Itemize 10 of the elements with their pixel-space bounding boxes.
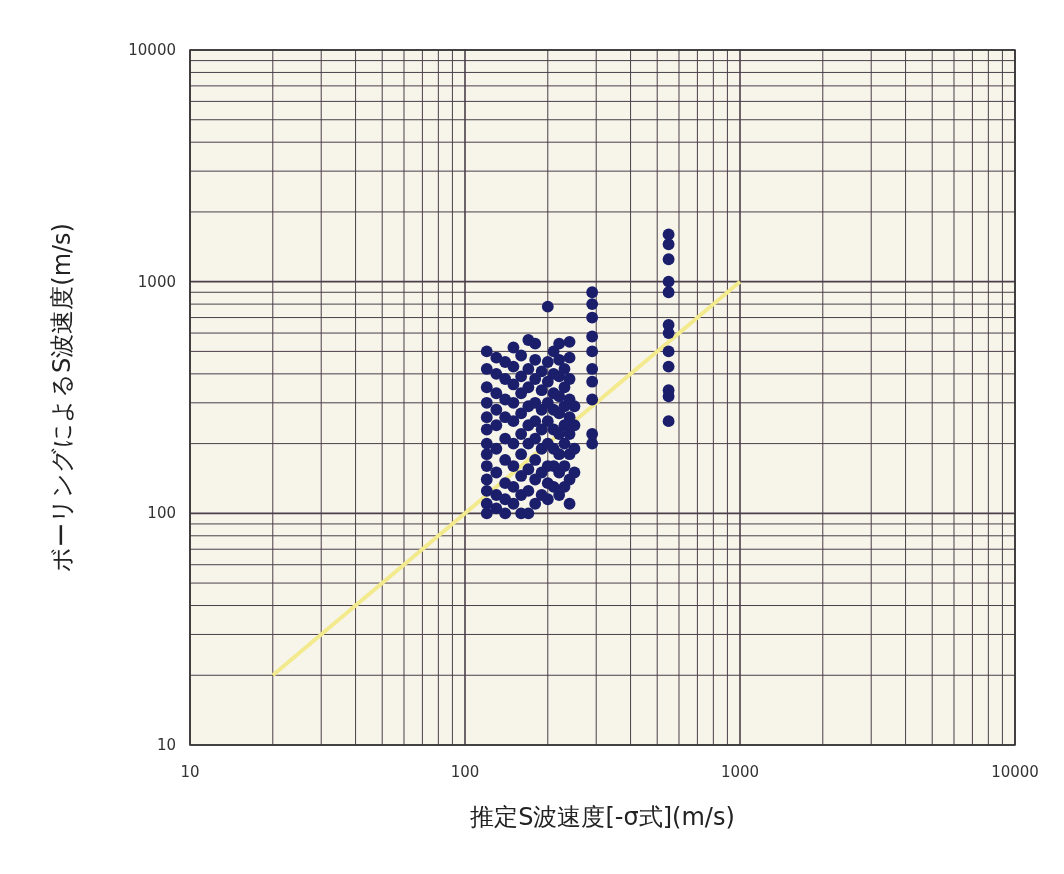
y-tick-label: 100 xyxy=(147,504,176,523)
y-tick-label: 10000 xyxy=(128,41,176,59)
y-tick-label: 1000 xyxy=(137,272,176,291)
y-tick-label: 10 xyxy=(156,736,176,754)
x-tick-label: 10000 xyxy=(991,763,1039,781)
x-tick-label: 1000 xyxy=(720,763,760,781)
y-axis-title: ボーリングによるS波速度(m/s) xyxy=(48,223,76,572)
x-axis-title: 推定S波速度[-σ式](m/s) xyxy=(470,803,735,831)
x-tick-label: 100 xyxy=(450,763,480,781)
x-tick-label: 10 xyxy=(180,763,200,781)
